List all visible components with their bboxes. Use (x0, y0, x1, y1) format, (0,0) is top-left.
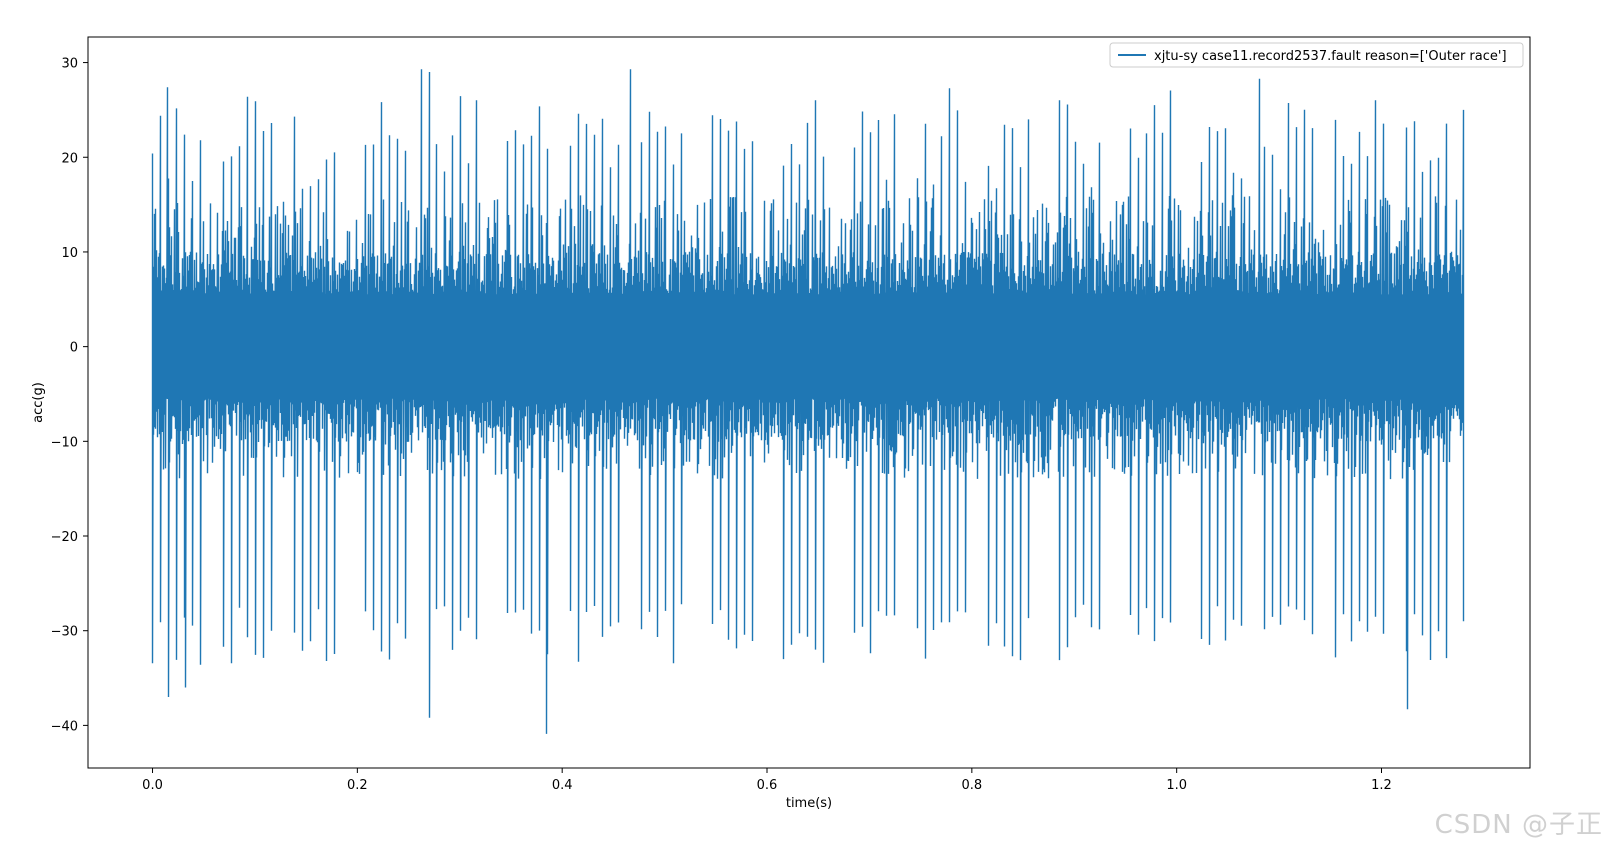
y-tick-label: 10 (61, 246, 78, 261)
series-line (151, 69, 1465, 734)
axes-frame (87, 36, 1531, 769)
y-tick-label: −30 (51, 625, 78, 640)
y-axis-label: acc(g) (31, 382, 46, 423)
y-axis-ticks: 30 20 10 0 −10 −20 −30 −40 (51, 57, 88, 734)
legend: xjtu-sy case11.record2537.fault reason=[… (1109, 42, 1524, 68)
x-axis-ticks: 0.0 0.2 0.4 0.6 0.8 1.0 1.2 (142, 768, 1392, 793)
x-tick-label: 0.8 (961, 778, 982, 793)
y-tick-label: 20 (61, 151, 78, 166)
x-axis-label: time(s) (786, 796, 832, 811)
y-tick-label: 30 (61, 57, 78, 72)
plot-area (151, 69, 1465, 734)
x-tick-label: 0.2 (347, 778, 368, 793)
legend-label: xjtu-sy case11.record2537.fault reason=[… (1154, 49, 1507, 64)
x-tick-label: 0.0 (142, 778, 163, 793)
watermark: CSDN @子正 (1434, 810, 1603, 840)
x-tick-label: 0.6 (757, 778, 778, 793)
y-tick-label: 0 (70, 341, 78, 356)
x-tick-label: 0.4 (552, 778, 573, 793)
legend-box (1109, 42, 1524, 68)
x-tick-label: 1.0 (1166, 778, 1187, 793)
y-tick-label: −20 (51, 530, 78, 545)
y-tick-label: −40 (51, 719, 78, 734)
y-tick-label: −10 (51, 435, 78, 450)
x-tick-label: 1.2 (1371, 778, 1392, 793)
